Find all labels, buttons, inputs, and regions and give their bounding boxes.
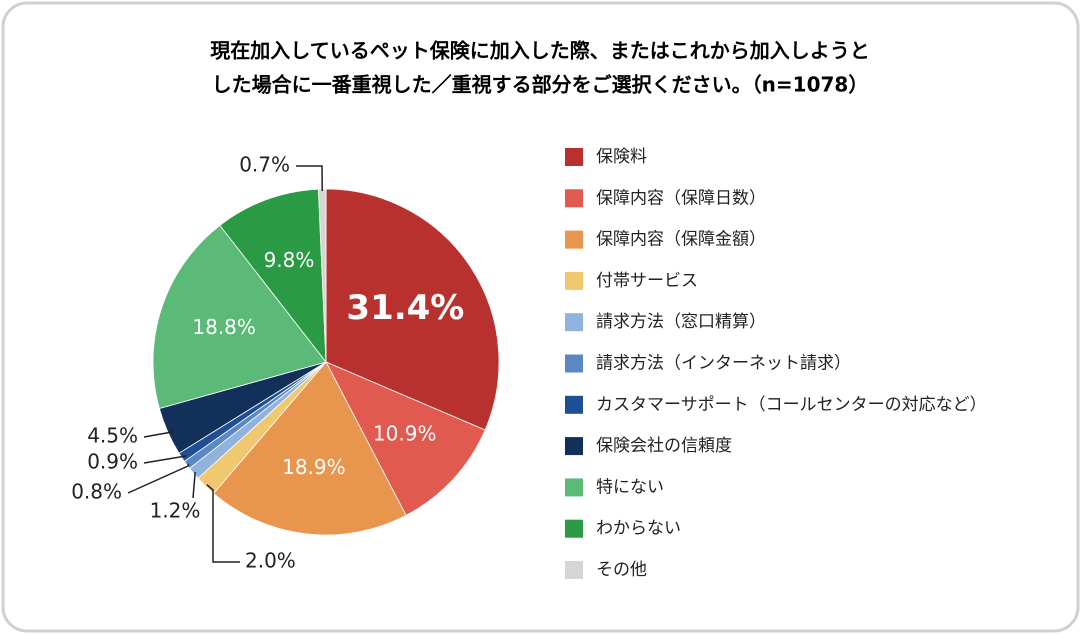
chart-title: した場合に一番重視した／重視する部分をご選択ください。（n=1078） xyxy=(212,73,869,97)
legend-swatch xyxy=(565,395,583,414)
leader-line xyxy=(192,472,196,499)
data-label: 9.8% xyxy=(264,248,315,272)
legend-label: その他 xyxy=(596,560,647,580)
pie-slice xyxy=(325,361,486,516)
legend-label: 保険会社の信頼度 xyxy=(596,436,732,456)
leader-line xyxy=(143,430,175,438)
legend-swatch xyxy=(565,313,583,332)
leader-line xyxy=(143,455,187,464)
leader-line xyxy=(206,484,240,563)
legend-label: 請求方法（窓口精算） xyxy=(596,312,766,332)
legend-label: 付帯サービス xyxy=(596,271,698,291)
legend-swatch xyxy=(565,478,583,497)
legend-swatch xyxy=(565,148,583,166)
legend-label: 特にない xyxy=(596,477,664,497)
data-label: 1.2% xyxy=(150,499,201,523)
legend-label: 請求方法（インターネット請求） xyxy=(596,354,851,374)
legend-swatch xyxy=(565,437,583,456)
legend-label: 保障内容（保障金額） xyxy=(596,230,766,250)
pie-slice xyxy=(219,188,327,364)
leader-line xyxy=(127,463,190,494)
pie-slice xyxy=(152,224,327,409)
chart-title: 現在加入しているペット保険に加入した際、またはこれから加入しようと xyxy=(210,39,869,63)
pie-slice xyxy=(212,361,407,536)
legend-swatch xyxy=(565,354,583,373)
legend-swatch xyxy=(565,230,583,249)
data-label: 0.8% xyxy=(71,480,122,504)
leader-line xyxy=(296,165,323,192)
data-label: 2.0% xyxy=(245,549,296,573)
data-label: 0.9% xyxy=(87,450,138,474)
legend-label: カスタマーサポート（コールセンターの対応など） xyxy=(596,395,987,415)
legend-swatch xyxy=(565,271,583,290)
data-label: 4.5% xyxy=(87,424,138,448)
legend-swatch xyxy=(565,519,583,538)
data-label: 0.7% xyxy=(239,153,290,177)
data-label: 18.8% xyxy=(192,315,256,339)
data-label: 10.9% xyxy=(373,421,437,445)
legend-label: 保険料 xyxy=(596,147,647,167)
legend-swatch xyxy=(565,561,583,579)
legend-label: 保障内容（保障日数） xyxy=(596,188,766,208)
legend-label: わからない xyxy=(596,519,681,539)
pie-slice xyxy=(325,188,500,431)
legend-swatch xyxy=(565,189,583,208)
data-label: 18.9% xyxy=(282,455,346,479)
data-label: 31.4% xyxy=(346,288,464,328)
